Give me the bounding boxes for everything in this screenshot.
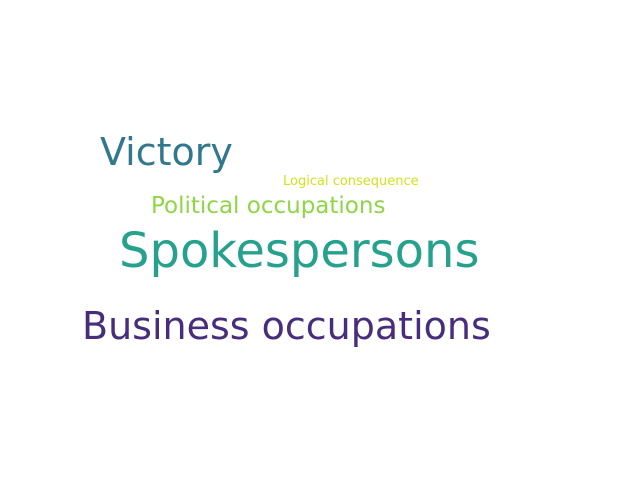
word-spokespersons: Spokespersons xyxy=(119,223,480,279)
word-logical-consequence: Logical consequence xyxy=(283,174,419,189)
word-victory: Victory xyxy=(100,130,233,174)
word-business-occupations: Business occupations xyxy=(82,304,491,348)
word-political-occupations: Political occupations xyxy=(151,193,386,219)
